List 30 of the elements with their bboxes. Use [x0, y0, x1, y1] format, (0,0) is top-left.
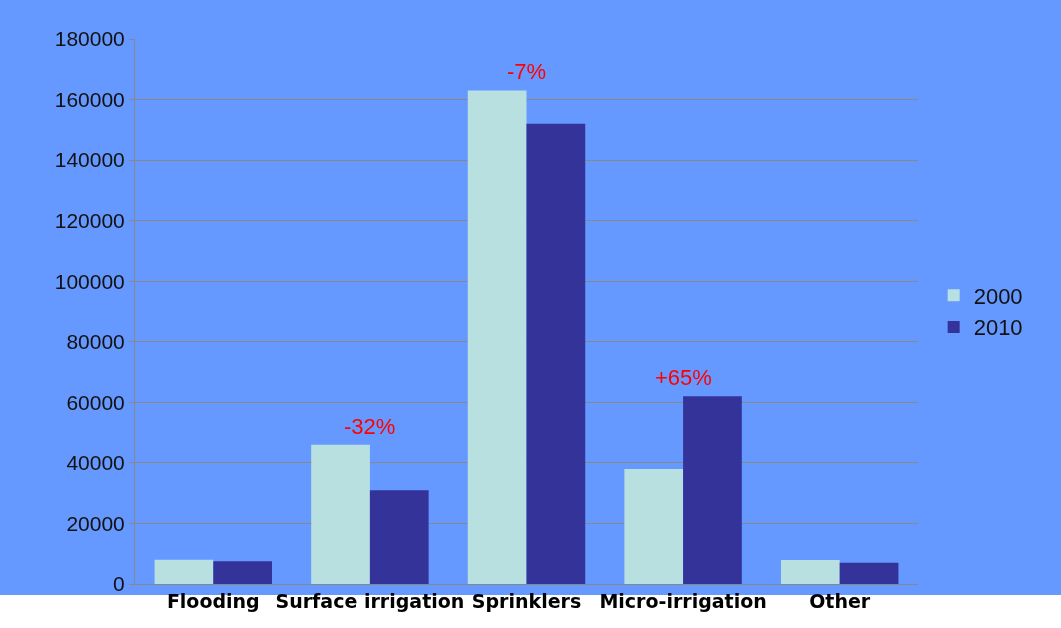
bar	[311, 444, 370, 584]
bar	[683, 396, 742, 584]
x-tick-label: Other	[809, 589, 871, 612]
annotation: +65%	[655, 365, 712, 390]
bar	[526, 123, 586, 584]
x-tick-label: Flooding	[166, 589, 260, 612]
legend-label: 2010	[973, 315, 1023, 341]
legend-label: 2000	[973, 283, 1023, 309]
bar	[369, 490, 429, 584]
y-tick-label: 180000	[54, 27, 125, 51]
bar	[839, 562, 899, 584]
bar	[213, 561, 273, 584]
y-tick-label: 60000	[66, 390, 125, 414]
bar	[780, 560, 840, 584]
y-tick-label: 160000	[54, 87, 125, 111]
bar	[624, 468, 684, 584]
y-tick-label: 40000	[66, 451, 125, 475]
annotation: -32%	[344, 414, 396, 439]
y-tick-label: 120000	[54, 209, 125, 233]
y-tick-label: 0	[113, 572, 125, 596]
y-tick-label: 80000	[66, 330, 125, 354]
x-tick-label: Surface irrigation	[275, 589, 465, 612]
bar	[154, 559, 214, 584]
annotation: -7%	[507, 59, 547, 84]
bar	[467, 90, 527, 584]
x-tick-label: Micro-irrigation	[599, 589, 767, 612]
x-tick-label: Sprinklers	[471, 589, 582, 612]
y-tick-label: 20000	[66, 511, 125, 535]
y-tick-label: 100000	[54, 269, 125, 293]
y-tick-label: 140000	[54, 148, 125, 172]
